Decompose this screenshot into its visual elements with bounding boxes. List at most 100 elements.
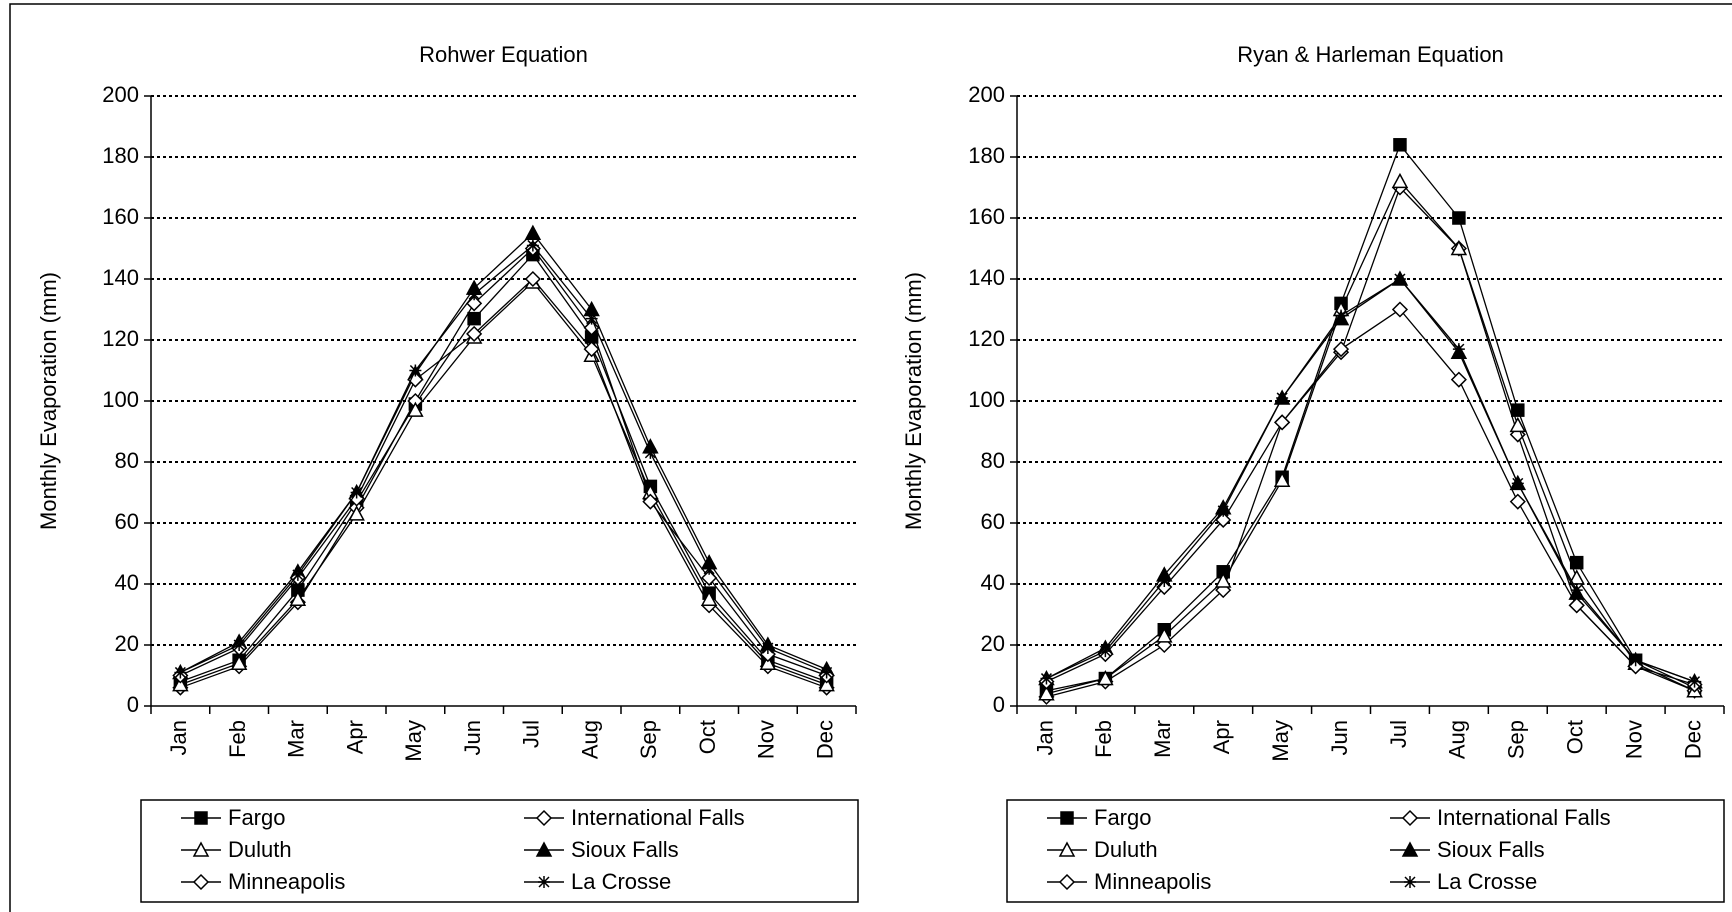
y-tick-label: 180 <box>968 143 1005 168</box>
data-point <box>1391 301 1409 318</box>
y-tick-label: 20 <box>115 631 139 656</box>
x-tick-label: Feb <box>225 720 250 758</box>
data-point <box>1217 504 1230 517</box>
data-point <box>1450 371 1467 388</box>
x-tick-label: Jan <box>1032 720 1057 755</box>
data-point <box>1452 343 1465 356</box>
data-point <box>1038 685 1055 701</box>
data-point <box>409 364 422 377</box>
x-tick-label: Sep <box>1504 720 1529 759</box>
data-point <box>1509 416 1527 433</box>
data-point <box>818 676 835 692</box>
legend-label: International Falls <box>1437 805 1611 830</box>
legend-label: Sioux Falls <box>571 837 679 862</box>
series-line <box>1046 278 1695 683</box>
data-point <box>1332 341 1350 358</box>
series-line <box>1046 186 1695 698</box>
x-tick-label: Jun <box>1327 720 1352 755</box>
y-tick-label: 180 <box>102 143 139 168</box>
y-tick-label: 120 <box>102 326 139 351</box>
y-tick-label: 80 <box>981 448 1005 473</box>
data-point <box>1511 403 1525 417</box>
legend-label: Duluth <box>1094 837 1158 862</box>
data-point <box>585 312 598 325</box>
y-tick-label: 160 <box>102 204 139 229</box>
y-tick-label: 40 <box>981 570 1005 595</box>
data-point <box>700 590 718 606</box>
x-tick-label: Jun <box>460 720 485 755</box>
y-tick-label: 0 <box>127 692 139 717</box>
x-tick-label: Feb <box>1091 720 1116 758</box>
x-tick-label: Nov <box>754 720 779 759</box>
data-point <box>1568 569 1585 585</box>
data-point <box>1393 138 1407 152</box>
data-point <box>1158 574 1171 587</box>
data-point <box>1568 597 1585 614</box>
data-point <box>1215 511 1232 529</box>
y-tick-label: 20 <box>981 631 1005 656</box>
data-point <box>642 493 659 510</box>
data-point <box>1511 477 1524 490</box>
y-tick-label: 140 <box>102 265 139 290</box>
y-tick-label: 0 <box>993 692 1005 717</box>
data-point <box>1099 645 1112 658</box>
series-line <box>180 244 827 674</box>
figure-border <box>9 3 1732 912</box>
y-tick-label: 80 <box>115 448 139 473</box>
y-tick-label: 60 <box>115 509 139 534</box>
data-point <box>289 590 307 606</box>
x-tick-label: Jul <box>519 720 544 748</box>
x-tick-label: Sep <box>636 720 661 759</box>
x-tick-label: Jan <box>166 720 191 755</box>
chart-title: Ryan & Harleman Equation <box>1237 42 1504 67</box>
legend-marker <box>194 811 208 825</box>
legend-marker <box>192 873 210 891</box>
data-point <box>583 319 600 336</box>
legend-marker <box>1401 841 1419 857</box>
data-point <box>350 486 363 499</box>
y-tick-label: 100 <box>102 387 139 412</box>
legend-label: Duluth <box>228 837 292 862</box>
y-tick-label: 200 <box>102 82 139 107</box>
data-point <box>644 446 657 459</box>
data-point <box>524 270 541 288</box>
legend-label: Fargo <box>1094 805 1151 830</box>
legend-label: Minneapolis <box>1094 869 1211 894</box>
data-point <box>291 568 304 581</box>
chart-title: Rohwer Equation <box>419 42 588 67</box>
x-tick-label: Mar <box>284 720 309 758</box>
y-tick-label: 200 <box>968 82 1005 107</box>
x-tick-label: Aug <box>577 720 602 759</box>
data-point <box>761 642 774 655</box>
legend-marker <box>538 876 550 888</box>
data-point <box>1570 584 1583 597</box>
x-tick-label: Dec <box>1680 720 1705 759</box>
x-tick-label: Mar <box>1150 720 1175 758</box>
data-point <box>407 371 424 388</box>
legend-box <box>140 799 859 903</box>
legend-marker <box>535 809 553 827</box>
x-tick-label: Apr <box>1209 720 1234 754</box>
x-tick-label: Aug <box>1445 720 1470 759</box>
series-line <box>1046 180 1695 695</box>
series-line <box>1046 308 1695 686</box>
x-tick-label: Nov <box>1621 720 1646 759</box>
series-line <box>180 278 827 677</box>
y-tick-label: 40 <box>115 570 139 595</box>
legend-marker <box>192 841 210 857</box>
data-point <box>583 341 600 358</box>
data-point <box>174 666 187 679</box>
legend-label: International Falls <box>571 805 745 830</box>
legend-label: La Crosse <box>571 869 671 894</box>
legend-label: Sioux Falls <box>1437 837 1545 862</box>
data-point <box>1097 669 1114 686</box>
data-point <box>526 239 539 252</box>
x-tick-label: Jul <box>1386 720 1411 748</box>
series-line <box>180 247 827 689</box>
x-tick-label: Oct <box>1563 720 1588 754</box>
legend-label: Fargo <box>228 805 285 830</box>
data-point <box>1335 309 1348 322</box>
data-point <box>172 676 189 692</box>
data-point <box>1393 273 1406 285</box>
legend-label: Minneapolis <box>228 869 345 894</box>
